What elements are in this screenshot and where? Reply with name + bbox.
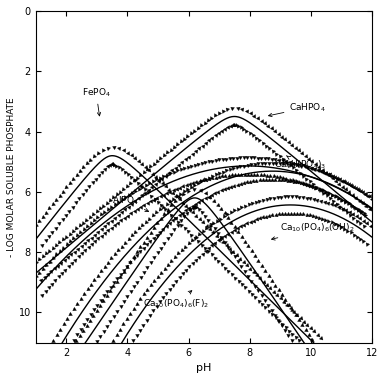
Y-axis label: - LOG MOLAR SOLUBLE PHOSPHATE: - LOG MOLAR SOLUBLE PHOSPHATE <box>7 97 16 256</box>
X-axis label: pH: pH <box>196 363 211 373</box>
Text: Ca$_{10}$(PO$_4$)$_6$(OH)$_2$: Ca$_{10}$(PO$_4$)$_6$(OH)$_2$ <box>271 222 355 240</box>
Text: FePO$_4$: FePO$_4$ <box>82 86 110 116</box>
Text: CaHPO$_4$: CaHPO$_4$ <box>269 101 326 117</box>
Text: AlPO$_4$: AlPO$_4$ <box>112 195 149 212</box>
Text: Ca$_4$H(PO$_4$)$_3$: Ca$_4$H(PO$_4$)$_3$ <box>274 156 326 171</box>
Text: Ca$_{10}$(PO$_4$)$_6$(F)$_2$: Ca$_{10}$(PO$_4$)$_6$(F)$_2$ <box>143 291 209 310</box>
